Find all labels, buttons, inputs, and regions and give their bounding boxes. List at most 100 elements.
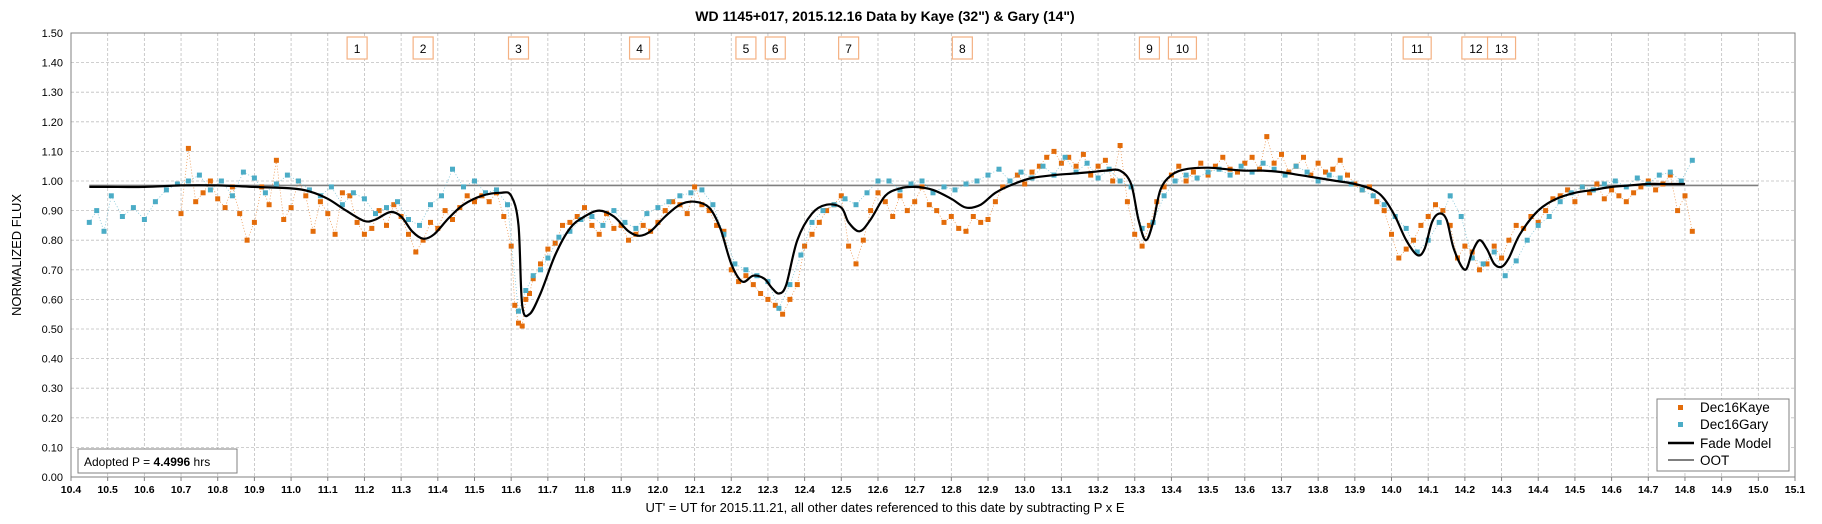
gary-point <box>1271 166 1277 172</box>
x-tick-label: 13.5 <box>1198 484 1219 496</box>
gary-point <box>1513 258 1519 264</box>
kaye-point <box>1667 172 1673 178</box>
gary-point <box>1183 172 1189 178</box>
gary-point <box>985 172 991 178</box>
kaye-point <box>1124 199 1130 205</box>
kaye-point <box>1411 237 1416 243</box>
gary-point <box>919 178 925 184</box>
gary-point <box>1095 175 1101 181</box>
grid <box>70 32 1796 481</box>
dip-label: 6 <box>772 42 779 56</box>
gary-point <box>1304 169 1310 175</box>
kaye-point <box>963 228 969 234</box>
gary-point <box>1249 169 1255 175</box>
legend-model-label: Fade Model <box>1700 436 1771 451</box>
kaye-point <box>1330 166 1336 172</box>
legend-oot-label: OOT <box>1700 453 1729 468</box>
kaye-point <box>904 208 910 214</box>
kaye-point <box>1139 243 1145 249</box>
kaye-point <box>339 190 345 196</box>
gary-point <box>94 208 100 214</box>
gary-point <box>1315 178 1321 184</box>
kaye-point <box>361 231 367 237</box>
kaye-point <box>941 219 947 225</box>
kaye-point <box>596 231 602 237</box>
kaye-point <box>1587 190 1593 196</box>
kaye-point <box>1271 160 1277 166</box>
kaye-point <box>1550 196 1556 202</box>
gary-point <box>1612 178 1618 184</box>
dip-label-box <box>735 36 757 60</box>
kaye-point <box>464 193 470 199</box>
kaye-point <box>1623 199 1629 205</box>
y-tick-label: 0.10 <box>42 442 63 454</box>
gary-point <box>567 228 573 234</box>
y-tick-label: 1.50 <box>42 28 63 40</box>
x-tick-label: 14.8 <box>1675 484 1696 496</box>
gary-point <box>472 178 477 184</box>
gary-point <box>339 202 345 208</box>
kaye-point <box>303 193 309 199</box>
kaye-point <box>846 243 852 249</box>
kaye-point <box>1477 267 1482 273</box>
kaye-point <box>1565 187 1571 193</box>
dip-label-box <box>764 36 786 60</box>
gary-point <box>1667 169 1673 175</box>
kaye-point <box>948 214 954 219</box>
x-tick-label: 14.3 <box>1491 484 1512 496</box>
kaye-point <box>1066 154 1072 160</box>
gary-point <box>1557 199 1563 205</box>
gary-point <box>108 193 114 199</box>
kaye-point <box>787 296 793 302</box>
y-tick-labels: 0.00 0.10 0.20 0.30 0.40 0.50 0.60 0.70 0.80 0.90… <box>42 28 63 484</box>
gary-point <box>373 211 378 217</box>
gary-point <box>677 193 683 199</box>
kaye-point <box>527 291 532 296</box>
gary-point <box>1359 187 1365 193</box>
gary-point <box>262 190 268 196</box>
gary-point <box>1227 172 1233 178</box>
x-tick-label: 14.9 <box>1711 484 1732 496</box>
x-tick-label: 13.7 <box>1271 484 1292 496</box>
gary-point <box>600 222 606 228</box>
dip-label-box <box>1167 36 1198 60</box>
kaye-point <box>816 219 822 225</box>
x-tick-label: 11.7 <box>538 484 558 496</box>
gary-point <box>1491 249 1497 255</box>
kaye-point <box>1080 151 1086 157</box>
kaye-point <box>1572 199 1578 205</box>
gary-point <box>483 190 488 196</box>
gary-point <box>655 205 661 211</box>
gary-point <box>1436 219 1442 225</box>
kaye-point <box>780 311 786 317</box>
kaye-point <box>743 273 749 279</box>
kaye-point <box>794 282 800 288</box>
dip-label-box <box>507 36 530 60</box>
y-tick-label: 0.90 <box>42 206 63 218</box>
gary-point <box>1293 163 1299 169</box>
kaye-point <box>655 219 661 225</box>
gary-point <box>1623 184 1629 190</box>
kaye-point <box>1433 202 1438 208</box>
kaye-point <box>1675 208 1681 214</box>
gary-point <box>1689 157 1695 163</box>
x-tick-label: 12.8 <box>941 484 962 496</box>
kaye-point <box>699 202 705 208</box>
gary-point <box>1238 163 1244 169</box>
dip-label-box <box>1138 36 1161 60</box>
kaye-point <box>1264 134 1270 140</box>
dip-label: 4 <box>636 42 643 56</box>
kaye-point <box>222 205 228 211</box>
x-tick-label: 11.8 <box>575 484 595 496</box>
kaye-point <box>1425 214 1431 219</box>
kaye-point <box>512 302 518 308</box>
x-tick-label: 12.7 <box>904 484 925 496</box>
kaye-point <box>369 225 375 231</box>
gary-point <box>1161 193 1167 199</box>
kaye-point <box>273 157 279 163</box>
x-tick-label: 14.5 <box>1565 484 1586 496</box>
gary-point <box>1194 175 1200 181</box>
gary-point <box>306 187 312 193</box>
gary-point <box>1403 225 1409 231</box>
